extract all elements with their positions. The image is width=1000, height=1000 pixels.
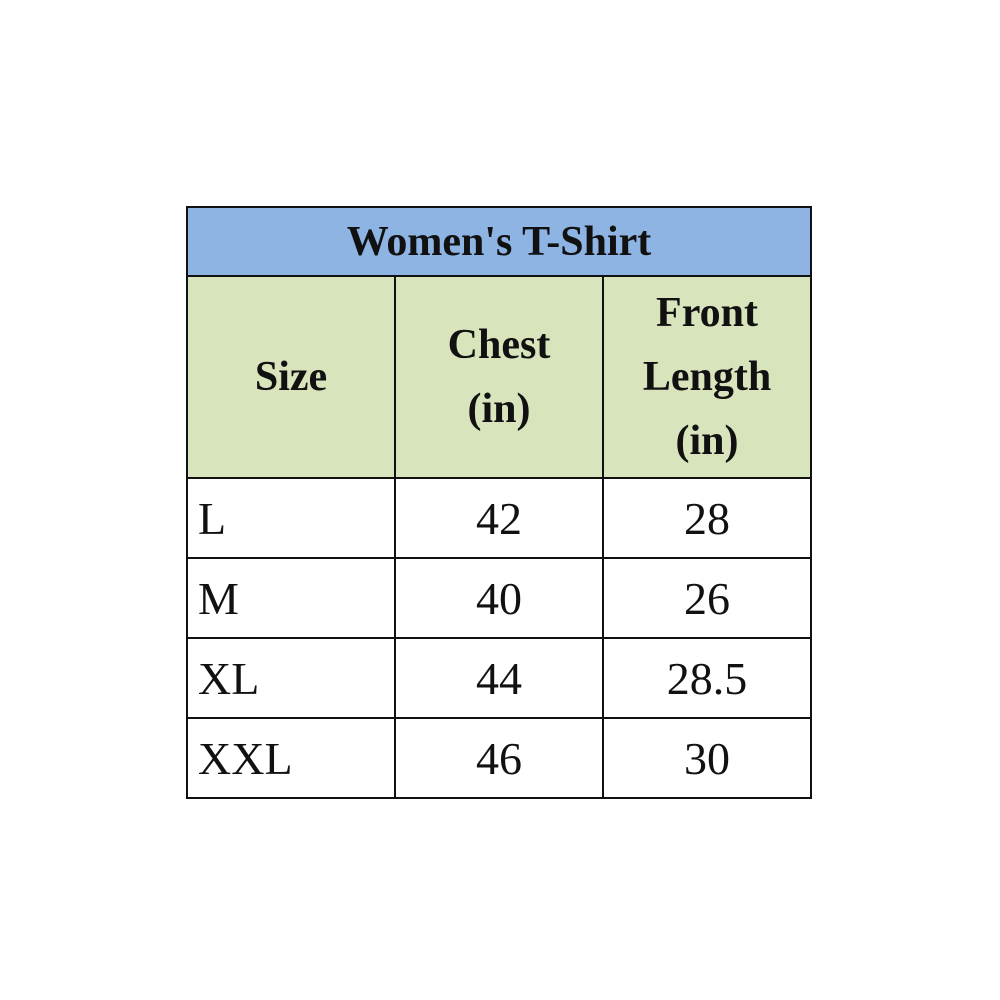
cell-size: L bbox=[186, 477, 396, 559]
cell-chest: 44 bbox=[394, 637, 604, 719]
header-front-length: Front Length (in) bbox=[602, 275, 812, 479]
cell-chest: 40 bbox=[394, 557, 604, 639]
table-title: Women's T-Shirt bbox=[186, 206, 812, 277]
cell-front-length: 26 bbox=[602, 557, 812, 639]
table-row: XXL 46 30 bbox=[186, 717, 812, 799]
cell-chest: 46 bbox=[394, 717, 604, 799]
cell-size: M bbox=[186, 557, 396, 639]
cell-front-length: 28 bbox=[602, 477, 812, 559]
cell-front-length: 28.5 bbox=[602, 637, 812, 719]
cell-size: XL bbox=[186, 637, 396, 719]
table-row: XL 44 28.5 bbox=[186, 637, 812, 719]
table-row: M 40 26 bbox=[186, 557, 812, 639]
header-chest: Chest (in) bbox=[394, 275, 604, 479]
size-chart-table: Women's T-Shirt Size Chest (in) Front Le… bbox=[186, 206, 812, 799]
cell-front-length: 30 bbox=[602, 717, 812, 799]
table-row: L 42 28 bbox=[186, 477, 812, 559]
header-chest-label: Chest (in) bbox=[447, 322, 551, 432]
header-front-length-label: Front Length (in) bbox=[642, 290, 772, 464]
header-size: Size bbox=[186, 275, 396, 479]
cell-size: XXL bbox=[186, 717, 396, 799]
cell-chest: 42 bbox=[394, 477, 604, 559]
